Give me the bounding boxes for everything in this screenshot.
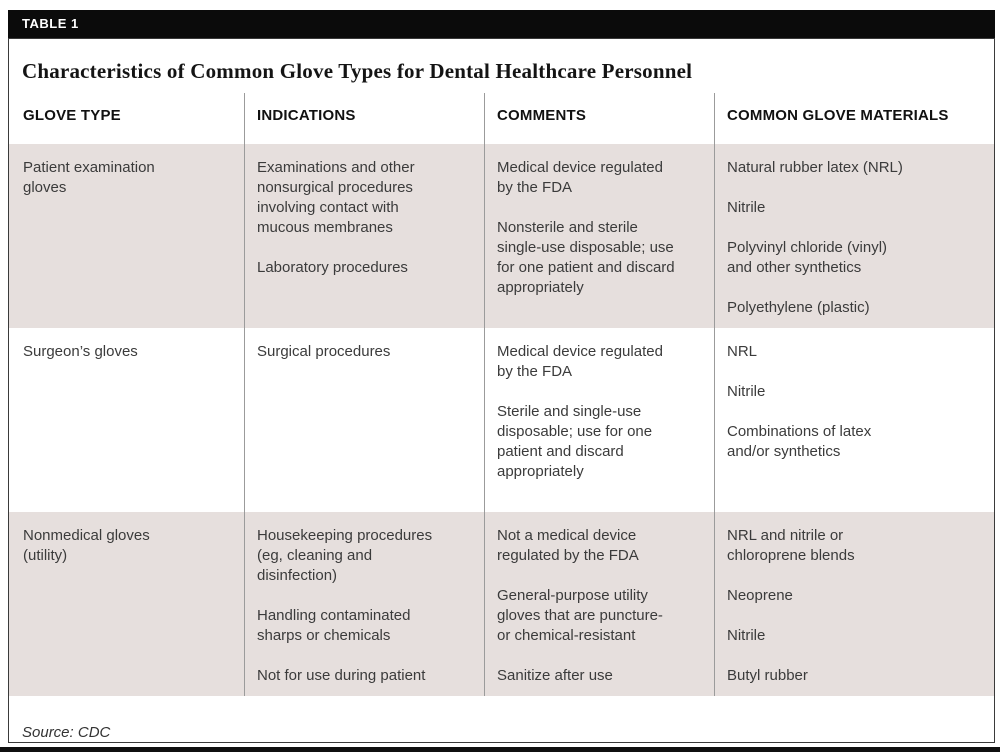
table-tag-bar: TABLE 1 — [8, 10, 995, 38]
cell-paragraph: Nitrile — [727, 627, 766, 644]
cell-materials: NRL and nitrile or chloroprene blends Neo… — [714, 512, 994, 696]
cell-paragraph: Sterile and single-use disposable; use f… — [497, 403, 653, 480]
cell-paragraph: Laboratory procedures — [257, 259, 408, 276]
cell-paragraph: Nitrile — [727, 199, 766, 216]
cell-indications: Housekeeping procedures (eg, cleaning an… — [244, 512, 484, 696]
cell-paragraph: Sanitize after use — [497, 667, 613, 684]
cell-materials: Natural rubber latex (NRL) Nitrile Polyvin… — [714, 144, 994, 328]
cell-comments: Medical device regulated by the FDA Steri… — [484, 328, 714, 512]
cell-paragraph: Polyvinyl chloride (vinyl) and other syn… — [727, 239, 888, 276]
column-header-comments: COMMENTS — [484, 93, 714, 144]
table-title: Characteristics of Common Glove Types fo… — [22, 59, 693, 83]
table-container: Characteristics of Common Glove Types fo… — [8, 38, 995, 743]
cell-paragraph: Examinations and other nonsurgical proce… — [257, 159, 415, 236]
column-header-indications: INDICATIONS — [244, 93, 484, 144]
cell-paragraph: Surgical procedures — [257, 343, 391, 360]
cell-paragraph: Polyethylene (plastic) — [727, 299, 870, 316]
cell-paragraph: Surgeon’s gloves — [23, 343, 138, 360]
cell-materials: NRL Nitrile Combinations of latex and/or s… — [714, 328, 994, 512]
cell-indications: Surgical procedures — [244, 328, 484, 512]
cell-glove-type: Surgeon’s gloves — [9, 328, 244, 512]
cell-glove-type: Nonmedical gloves (utility) — [9, 512, 244, 696]
cell-comments: Not a medical device regulated by the FD… — [484, 512, 714, 696]
cell-comments: Medical device regulated by the FDA Nonst… — [484, 144, 714, 328]
cell-paragraph: NRL and nitrile or chloroprene blends — [727, 527, 855, 564]
cell-paragraph: Medical device regulated by the FDA — [497, 159, 663, 196]
table-row: Surgeon’s gloves Surgical procedures Medic… — [9, 328, 994, 512]
cell-paragraph: Patient examination gloves — [23, 159, 155, 196]
cell-paragraph: Not for use during patient — [257, 667, 426, 684]
column-header-glove-type: GLOVE TYPE — [23, 107, 121, 124]
table-tag-label: TABLE 1 — [22, 16, 79, 31]
cell-paragraph: Nonmedical gloves (utility) — [23, 527, 150, 564]
table-row: Nonmedical gloves (utility) Housekeeping … — [9, 512, 994, 696]
column-header-materials: COMMON GLOVE MATERIALS — [714, 93, 994, 144]
cell-paragraph: Neoprene — [727, 587, 793, 604]
cell-paragraph: Medical device regulated by the FDA — [497, 343, 663, 380]
cell-paragraph: Natural rubber latex (NRL) — [727, 159, 903, 176]
bottom-rule — [0, 747, 1000, 752]
cell-paragraph: Housekeeping procedures (eg, cleaning an… — [257, 527, 433, 584]
table-row: Patient examination gloves Examinations a… — [9, 144, 994, 328]
cell-paragraph: NRL — [727, 343, 758, 360]
table-header-row: GLOVE TYPE INDICATIONS COMMENTS COMMON G… — [9, 93, 994, 144]
cell-glove-type: Patient examination gloves — [9, 144, 244, 328]
glove-table: GLOVE TYPE INDICATIONS COMMENTS COMMON G… — [9, 93, 994, 696]
cell-paragraph: Handling contaminated sharps or chemical… — [257, 607, 411, 644]
cell-paragraph: Butyl rubber — [727, 667, 808, 684]
source-note: Source: CDC — [22, 724, 111, 741]
cell-paragraph: Nitrile — [727, 383, 766, 400]
cell-paragraph: Combinations of latex and/or synthetics — [727, 423, 872, 460]
cell-paragraph: Not a medical device regulated by the FD… — [497, 527, 639, 564]
cell-paragraph: General-purpose utility gloves that are … — [497, 587, 663, 644]
cell-paragraph: Nonsterile and sterile single-use dispos… — [497, 219, 675, 296]
cell-indications: Examinations and other nonsurgical proce… — [244, 144, 484, 328]
